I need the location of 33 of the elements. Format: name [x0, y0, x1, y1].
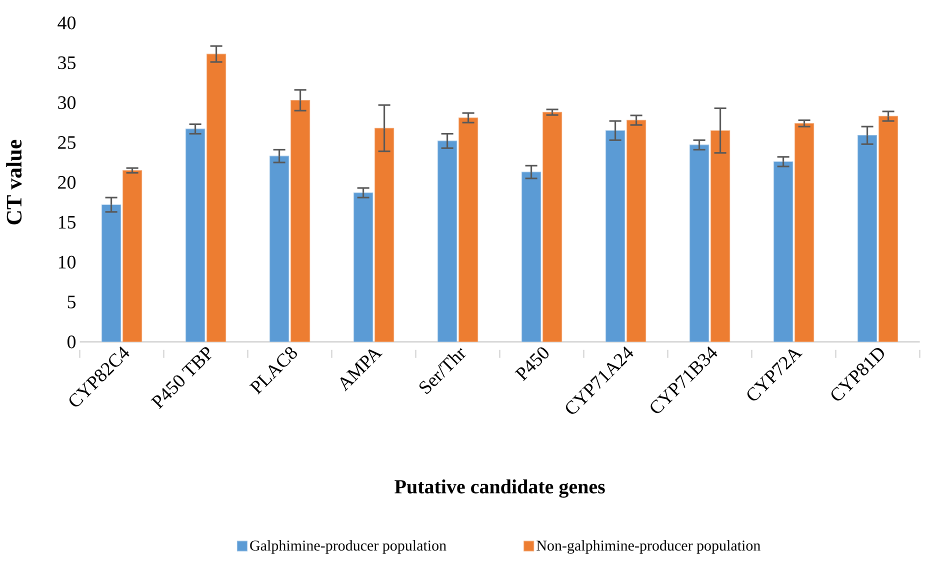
- y-axis-title: CT value: [6, 140, 22, 224]
- bar: [542, 112, 562, 342]
- legend-label: Galphimine-producer population: [250, 540, 446, 554]
- bar: [374, 128, 394, 342]
- bar: [878, 116, 898, 342]
- y-tick-label: 5: [68, 296, 76, 308]
- bar: [186, 128, 206, 342]
- y-tick-label: 20: [58, 176, 76, 189]
- y-tick-label: 15: [58, 216, 76, 229]
- bar: [858, 135, 878, 342]
- bar: [710, 130, 730, 342]
- bar: [102, 204, 122, 342]
- y-tick-label: 40: [58, 16, 76, 30]
- bar: [290, 100, 310, 342]
- bar: [438, 140, 458, 342]
- bar: [522, 172, 542, 342]
- bar: [690, 144, 710, 342]
- bar: [794, 123, 814, 342]
- bar: [354, 192, 374, 342]
- y-tick-label: 10: [58, 256, 76, 269]
- bar: [458, 118, 478, 342]
- bar: [774, 161, 794, 342]
- y-tick-label: 25: [58, 136, 76, 149]
- x-axis-title: Putative candidate genes: [394, 479, 605, 498]
- legend-label: Non-galphimine-producer population: [536, 540, 760, 554]
- bar: [270, 156, 290, 342]
- y-tick-label: 30: [58, 96, 76, 110]
- y-tick-label: 35: [58, 56, 76, 70]
- bar: [606, 130, 626, 342]
- bar: [122, 170, 142, 342]
- bar: [626, 120, 646, 342]
- y-tick-label: 0: [67, 336, 76, 348]
- bar: [206, 54, 226, 342]
